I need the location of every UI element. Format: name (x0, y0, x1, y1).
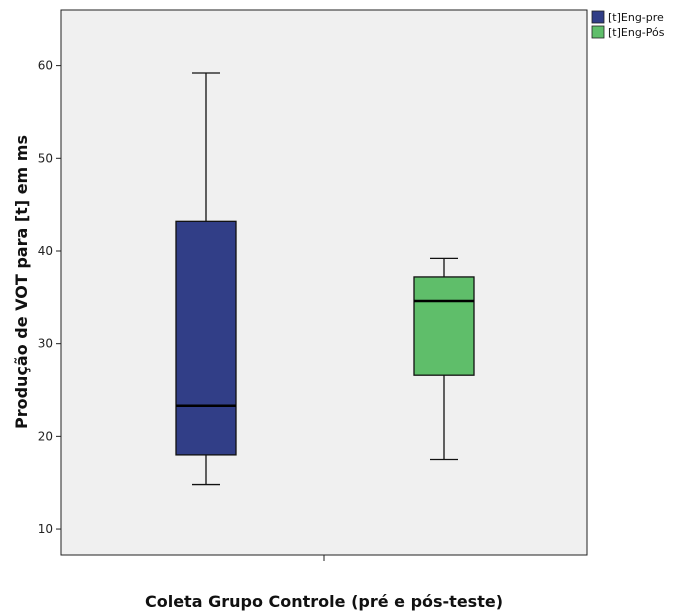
box-series (175, 72, 475, 486)
x-axis-label: Coleta Grupo Controle (pré e pós-teste) (145, 592, 503, 611)
y-tick-label: 30 (38, 337, 53, 351)
y-tick-label: 20 (38, 429, 53, 443)
y-tick-label: 40 (38, 244, 53, 258)
legend-label: [t]Eng-Pós (608, 26, 665, 39)
y-tick-label: 10 (38, 522, 53, 536)
plot-area (60, 9, 588, 556)
box-pre (175, 72, 237, 486)
legend: [t]Eng-pre [t]Eng-Pós (591, 10, 665, 39)
iqr-box (175, 220, 237, 456)
y-tick-label: 60 (38, 59, 53, 73)
y-tick-label: 50 (38, 151, 53, 165)
box-pos (413, 257, 475, 461)
legend-swatch (591, 25, 605, 39)
legend-swatch (591, 10, 605, 24)
y-axis-ticks: 10 20 30 40 50 60 (38, 59, 61, 536)
legend-label: [t]Eng-pre (608, 11, 664, 24)
iqr-box (413, 276, 475, 376)
y-axis-label: Produção de VOT para [t] em ms (12, 135, 31, 429)
